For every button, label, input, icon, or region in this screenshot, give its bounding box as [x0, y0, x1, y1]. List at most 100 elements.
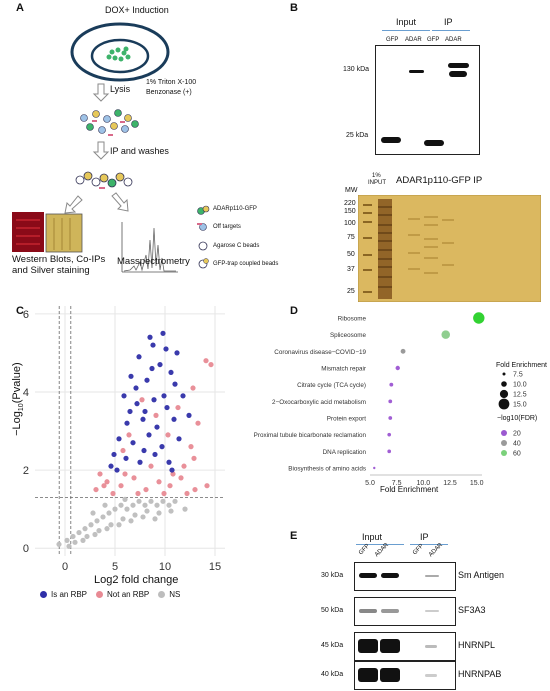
gel-mw-220: 220: [344, 200, 356, 207]
data-point: [175, 404, 181, 411]
category-label: Proximal tubule bicarbonate reclamation: [254, 432, 367, 439]
lysis-note-benzonase: Benzonase (+): [146, 89, 192, 96]
legend-agarose-label: Agarose C beads: [213, 243, 260, 249]
input-lane: [378, 199, 392, 299]
band: [359, 609, 377, 613]
data-point: [166, 459, 172, 465]
data-point: [171, 416, 177, 422]
data-point: [120, 447, 126, 454]
data-point: [64, 537, 70, 543]
data-point: [90, 510, 96, 516]
c-ylabel-sub: 10: [18, 403, 26, 412]
color-legend-label: 20: [513, 431, 521, 438]
data-point: [116, 436, 122, 442]
gel-mw-150: 150: [344, 208, 356, 215]
x-tick-label: 15: [209, 561, 221, 573]
panel-c-label: C: [16, 305, 24, 317]
legend-gfp-trap-label: GFP-trap coupled beads: [213, 261, 279, 267]
data-point: [104, 479, 110, 485]
data-point: [118, 483, 124, 489]
data-point: [181, 463, 187, 469]
data-point: [161, 490, 167, 497]
enrichment-dot: [388, 399, 393, 404]
data-point: [130, 502, 136, 508]
data-point: [159, 444, 165, 450]
data-point: [172, 381, 178, 387]
panel-d-label: D: [290, 305, 298, 317]
x-tick-label: 5: [112, 561, 118, 573]
color-legend-dot: [501, 440, 507, 446]
e-lane-gfp-ip: GFP: [412, 543, 425, 557]
x-tick-label: 5.0: [365, 480, 375, 487]
output-silver-staining: and Silver staining: [12, 265, 90, 276]
data-point: [124, 506, 130, 512]
data-point: [150, 342, 156, 348]
legend-ns-label: NS: [169, 590, 181, 599]
data-point: [96, 528, 102, 534]
western-blot-bands: [16, 219, 40, 245]
enrichment-dot: [387, 432, 392, 437]
data-point: [160, 498, 166, 504]
e-mw-50: 50 kDa: [321, 607, 344, 614]
b-lane-gfp-input: GFP: [386, 37, 399, 43]
data-point: [137, 459, 143, 465]
data-point: [178, 475, 184, 481]
data-point: [135, 490, 141, 497]
data-point: [128, 518, 134, 524]
step-dox-induction: DOX+ Induction: [105, 5, 169, 15]
data-point: [152, 516, 158, 522]
data-point: [142, 408, 148, 415]
d-xlabel: Fold Enrichment: [380, 485, 439, 494]
c-ylabel-main: −Log: [10, 411, 23, 436]
data-point: [104, 526, 110, 532]
legend-off-target-icon: [197, 223, 207, 231]
data-point: [93, 486, 99, 493]
size-legend-dot: [502, 372, 506, 376]
b-group-ip: IP: [444, 17, 453, 27]
down-arrow-icon: [92, 141, 110, 160]
data-point: [132, 512, 138, 518]
data-point: [170, 471, 176, 477]
band: [381, 573, 399, 578]
band: [409, 70, 424, 73]
d-size-legend-title: Fold Enrichment: [496, 362, 547, 369]
data-point: [72, 539, 78, 545]
e-protein-sm-antigen: Sm Antigen: [458, 570, 505, 580]
data-point: [147, 334, 153, 340]
e-protein-hnrnpl: HNRNPL: [458, 640, 496, 650]
x-tick-label: 12.5: [443, 480, 457, 487]
data-point: [166, 502, 172, 508]
band: [358, 668, 378, 682]
category-label: Spliceosome: [330, 332, 367, 339]
e-mw-45: 45 kDa: [321, 642, 344, 649]
e-blot-sm-antigen: [354, 562, 456, 591]
data-point: [92, 531, 98, 538]
data-point: [120, 516, 126, 522]
data-point: [118, 502, 124, 508]
mass-spec-chromatogram-icon: [121, 222, 178, 273]
data-point: [101, 483, 107, 489]
down-arrow-icon: [92, 83, 110, 102]
gel-mw-75: 75: [347, 234, 355, 241]
data-point: [204, 483, 210, 489]
category-label: 2−Oxocarboxylic acid metabolism: [272, 399, 366, 406]
legend-adar-gfp-icon: [197, 205, 210, 215]
legend-not-rbp-swatch: [96, 591, 104, 598]
marker-lane: [363, 204, 372, 293]
data-point: [84, 533, 90, 540]
category-label: Coronavirus disease−COVID−19: [274, 349, 366, 356]
data-point: [151, 397, 157, 403]
input-lane-bands: [378, 206, 392, 288]
panel-b-label: B: [290, 2, 298, 14]
b-lane-adar-ip: ADAR: [445, 37, 462, 43]
data-point: [149, 365, 155, 372]
e-blot-sf3a3: [354, 597, 456, 626]
legend-adar-gfp-label: ADARp110-GFP: [213, 206, 257, 212]
panel-a-diagram: [12, 22, 210, 273]
enrichment-dot: [373, 466, 376, 470]
color-legend-dot: [501, 450, 507, 456]
legend-off-target-label: Off targets: [213, 224, 241, 230]
data-point: [208, 361, 214, 368]
data-point: [82, 526, 88, 532]
data-point: [143, 486, 149, 493]
